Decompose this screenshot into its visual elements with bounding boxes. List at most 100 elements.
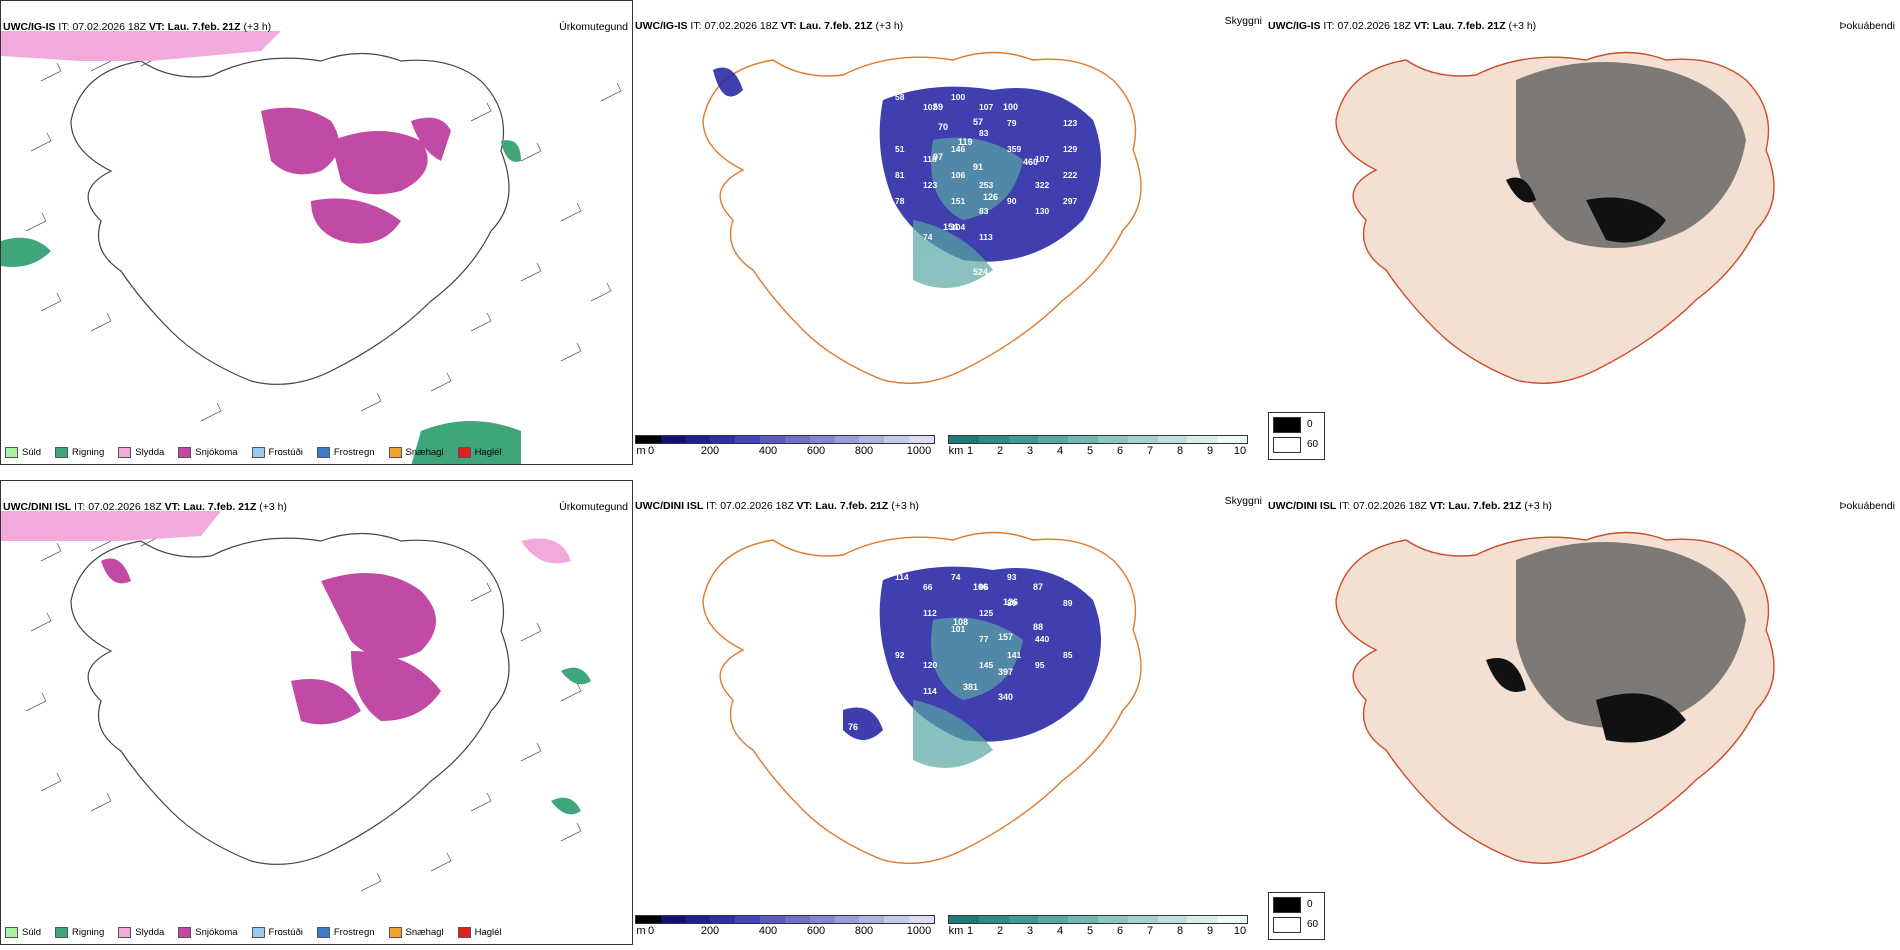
fog-swatch-white — [1273, 437, 1301, 453]
map-value: 253 — [979, 180, 993, 190]
map-value: 146 — [951, 144, 965, 154]
fog-legend-bottom: 0 60 — [1268, 892, 1325, 940]
fog-index-dark — [1516, 62, 1746, 248]
map-value: 322 — [1035, 180, 1049, 190]
map-value: 83 — [979, 206, 989, 216]
map-value: 106 — [951, 170, 965, 180]
legend-item: Snæhagl — [388, 927, 444, 938]
legend-swatch — [55, 927, 69, 938]
map-value: 152 — [895, 222, 909, 232]
legend-item: Snjókoma — [178, 927, 238, 938]
ceiling-colorbar-strip — [635, 915, 935, 924]
fog-panel-bottom: UWC/DINI ISL IT: 07.02.2026 18Z VT: Lau.… — [1266, 480, 1899, 945]
map-value: 93 — [1007, 572, 1017, 582]
visibility-map-top: 59 57 100 70 119 97 91 460 126 154 524 5… — [702, 51, 1142, 384]
legend-item: Haglél — [457, 927, 502, 938]
legend-item: Rigning — [55, 447, 104, 458]
map-value: 76 — [848, 722, 858, 732]
visibility-panel-top: 59 57 100 70 119 97 91 460 126 154 524 5… — [633, 0, 1266, 465]
visibility-ticks: km 1 2 3 4 5 6 7 8 9 10 — [948, 925, 1247, 937]
map-value: 100 — [951, 92, 965, 102]
precip-type-panel-bottom: UWC/DINI ISL IT: 07.02.2026 18Z VT: Lau.… — [0, 480, 633, 945]
map-value: 100 — [1003, 102, 1018, 112]
fog-swatch-white — [1273, 917, 1301, 933]
ceiling-colorbar: m 0 200 400 600 800 1000 — [635, 915, 935, 938]
map-value: 119 — [958, 137, 973, 147]
precip-type-label: Úrkomutegund — [559, 21, 628, 33]
legend-swatch — [118, 447, 132, 458]
map-value: 97 — [933, 152, 943, 162]
map-value: 101 — [951, 624, 965, 634]
map-value: 66 — [923, 582, 933, 592]
unit-label: km — [948, 445, 964, 457]
rain-areas — [1, 140, 521, 464]
legend-item: Frostúði — [251, 927, 303, 938]
map-value: 70 — [938, 122, 948, 132]
map-value: 107 — [979, 102, 993, 112]
visibility-areas — [913, 137, 1023, 288]
map-value: 114 — [895, 572, 909, 582]
map-value: 80 — [1007, 598, 1017, 608]
map-value: 77 — [979, 634, 989, 644]
map-value: 59 — [933, 102, 943, 112]
map-value: 114 — [923, 686, 937, 696]
legend-item: Súld — [5, 447, 41, 458]
map-value: 74 — [923, 232, 933, 242]
map-value: 297 — [1063, 196, 1077, 206]
map-value: 359 — [1007, 144, 1021, 154]
unit-label: km — [948, 925, 964, 937]
fog-swatch-black — [1273, 417, 1301, 433]
ceiling-ticks: m 0 200 400 600 800 1000 — [636, 445, 932, 457]
panel-title: UWC/IG-IS IT: 07.02.2026 18Z VT: Lau. 7.… — [635, 20, 904, 32]
legend-item: Rigning — [55, 927, 104, 938]
fog-map-top — [1335, 51, 1775, 384]
unit-label: m — [636, 925, 646, 937]
precip-type-map-bottom — [1, 511, 591, 892]
map-value: 118 — [923, 154, 937, 164]
visibility-colorbar: km 1 2 3 4 5 6 7 8 9 10 — [948, 915, 1248, 938]
precip-type-label: Úrkomutegund — [559, 501, 628, 513]
map-value: 89 — [1063, 598, 1073, 608]
iceland-outline — [702, 531, 1142, 864]
legend-swatch — [251, 447, 265, 458]
legend-swatch — [55, 447, 69, 458]
legend-swatch — [457, 927, 471, 938]
map-value: 91 — [973, 162, 983, 172]
map-value: 106 — [973, 582, 988, 592]
map-value: 130 — [1035, 206, 1049, 216]
map-value: 126 — [983, 192, 998, 202]
legend-swatch — [178, 927, 192, 938]
ceiling-colorbar-strip — [635, 435, 935, 444]
map-value: 51 — [895, 144, 905, 154]
precip-legend: Súld Rigning Slydda Snjókoma Frostúði Fr… — [5, 447, 502, 458]
snow-areas — [101, 558, 441, 725]
map-value: 126 — [1003, 597, 1018, 607]
legend-item: Snæhagl — [388, 447, 444, 458]
fog-label: Þokuábendi — [1839, 500, 1895, 512]
map-value: 157 — [998, 632, 1013, 642]
legend-item: Slydda — [118, 447, 164, 458]
legend-swatch — [457, 447, 471, 458]
map-value: 123 — [1063, 118, 1077, 128]
legend-swatch — [388, 447, 402, 458]
panel-title: UWC/DINI ISL IT: 07.02.2026 18Z VT: Lau.… — [635, 500, 919, 512]
map-value: 222 — [1063, 170, 1077, 180]
map-value: 79 — [1063, 572, 1073, 582]
snow-areas — [261, 107, 451, 244]
legend-item: Slydda — [118, 927, 164, 938]
fog-index-black — [1506, 177, 1666, 243]
low-ceiling-areas — [713, 67, 1101, 262]
map-value: 123 — [923, 180, 937, 190]
unit-label: m — [636, 445, 646, 457]
panel-title: UWC/DINI ISL IT: 07.02.2026 18Z VT: Lau.… — [3, 501, 287, 513]
map-value: 81 — [895, 170, 905, 180]
ceiling-ticks: m 0 200 400 600 800 1000 — [636, 925, 932, 937]
panel-title: UWC/IG-IS IT: 07.02.2026 18Z VT: Lau. 7.… — [1268, 20, 1537, 32]
iceland-outline — [70, 52, 510, 385]
map-value: 440 — [1035, 634, 1049, 644]
fog-panel-top: UWC/IG-IS IT: 07.02.2026 18Z VT: Lau. 7.… — [1266, 0, 1899, 465]
panel-title: UWC/DINI ISL IT: 07.02.2026 18Z VT: Lau.… — [1268, 500, 1552, 512]
map-value: 104 — [951, 222, 965, 232]
fog-map-bottom — [1335, 531, 1775, 864]
ceiling-value-labels: 106 126 87 108 157 88 397 381 340 76 — [848, 582, 1043, 732]
